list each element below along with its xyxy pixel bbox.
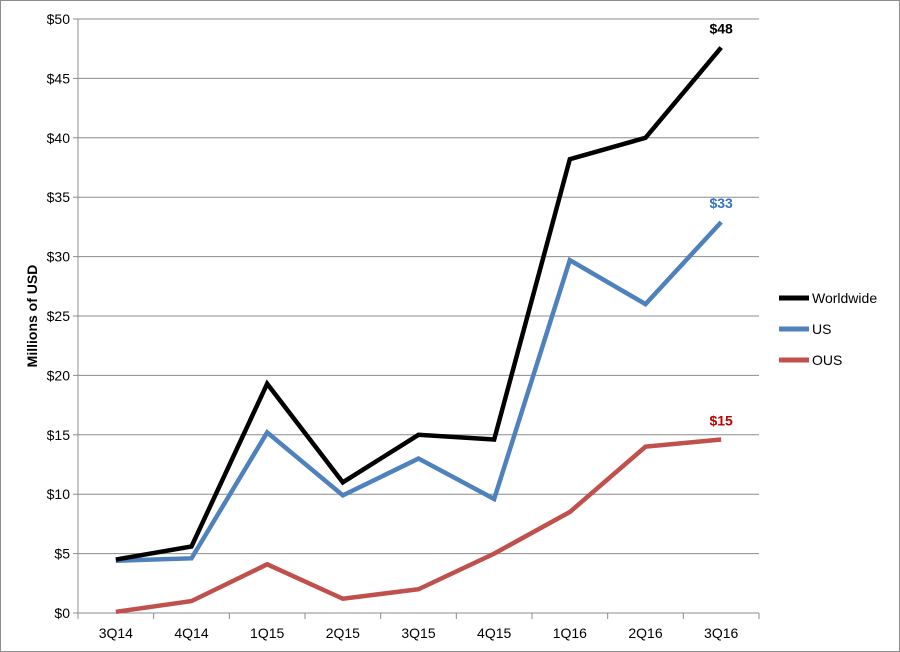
legend: Worldwide US OUS — [779, 290, 877, 368]
legend-label-worldwide: Worldwide — [812, 290, 877, 306]
series-line-ous — [115, 437, 722, 615]
x-tick-labels: 3Q14 4Q14 1Q15 2Q15 3Q15 4Q15 1Q16 2Q16 3Q16 — [99, 625, 739, 641]
y-tick-label: $40 — [47, 130, 71, 146]
x-tick-label: 1Q15 — [250, 625, 284, 641]
axes — [77, 19, 760, 619]
x-tick-label: 3Q15 — [401, 625, 435, 641]
legend-label-us: US — [812, 321, 831, 337]
x-tick-label: 2Q16 — [628, 625, 662, 641]
y-tick-label: $35 — [47, 189, 71, 205]
y-tick-label: $0 — [54, 605, 70, 621]
end-label-ous: $15 — [709, 413, 733, 429]
y-tick-label: $20 — [47, 367, 71, 383]
x-tick-label: 4Q15 — [477, 625, 511, 641]
y-tick-labels: $0 $5 $10 $15 $20 $25 $30 $35 $40 $45 $50 — [47, 11, 71, 621]
y-tick-label: $45 — [47, 70, 71, 86]
legend-label-ous: OUS — [812, 352, 842, 368]
x-tick-label: 3Q14 — [99, 625, 133, 641]
y-tick-label: $10 — [47, 486, 71, 502]
x-tick-label: 2Q15 — [326, 625, 360, 641]
end-label-us: $33 — [709, 195, 733, 211]
y-tick-label: $15 — [47, 427, 71, 443]
y-tick-label: $30 — [47, 249, 71, 265]
x-tick-label: 1Q16 — [553, 625, 587, 641]
end-label-worldwide: $48 — [709, 21, 733, 37]
y-tick-label: $25 — [47, 308, 71, 324]
series-line-us — [115, 220, 723, 563]
x-tick-label: 4Q14 — [174, 625, 208, 641]
y-axis-label: Millions of USD — [24, 265, 40, 368]
series-lines — [115, 46, 723, 615]
series-line-worldwide — [115, 46, 723, 562]
end-labels: $48 $33 $15 — [709, 21, 733, 429]
y-tick-label: $50 — [47, 11, 71, 27]
x-tick-label: 3Q16 — [704, 625, 738, 641]
gridlines — [73, 18, 759, 614]
y-tick-label: $5 — [54, 546, 70, 562]
